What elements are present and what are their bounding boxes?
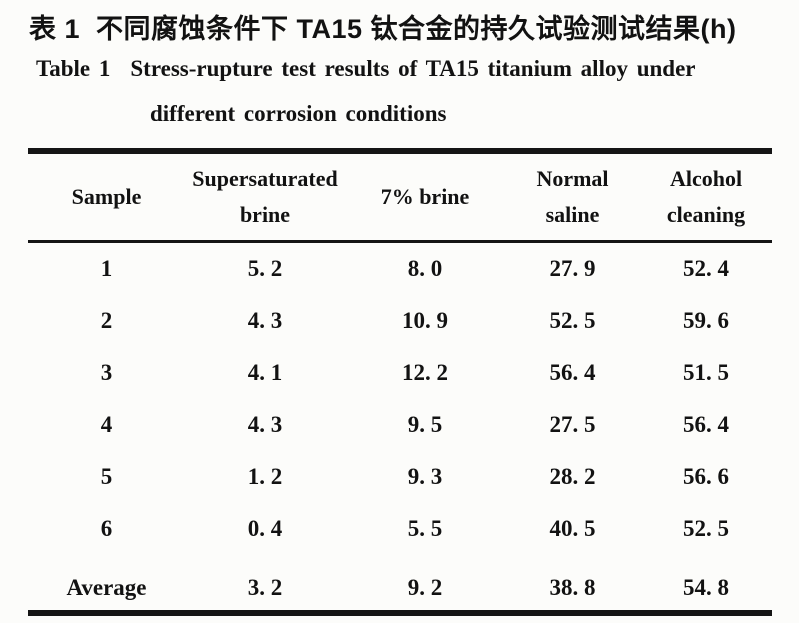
column-header-normal-saline: Normal saline bbox=[536, 166, 609, 227]
cell-7pct-brine: 12. 2 bbox=[402, 360, 448, 385]
cell-alcohol-cleaning: 56. 4 bbox=[683, 412, 729, 437]
table-title-english-line1: Table 1 Stress-rupture test results of TA… bbox=[36, 56, 696, 82]
table-title-text-zh: 不同腐蚀条件下 TA15 钛合金的持久试验测试结果(h) bbox=[96, 14, 737, 44]
cell-normal-saline: 40. 5 bbox=[549, 516, 596, 541]
cell-supersaturated-brine: 3. 2 bbox=[247, 574, 283, 600]
table-title-text-en: Stress-rupture test results of TA15 tita… bbox=[130, 56, 696, 81]
table-header-rule bbox=[28, 240, 772, 243]
table-row: 5 1. 2 9. 3 28. 2 56. 6 bbox=[28, 451, 772, 503]
cell-sample: 1 bbox=[100, 256, 113, 281]
cell-7pct-brine: 8. 0 bbox=[407, 256, 443, 281]
cell-7pct-brine: 9. 2 bbox=[407, 574, 443, 600]
cell-alcohol-cleaning: 59. 6 bbox=[683, 308, 729, 333]
cell-sample: Average bbox=[66, 574, 147, 600]
table-title-english-line2: different corrosion conditions bbox=[150, 101, 447, 126]
cell-normal-saline: 27. 9 bbox=[549, 256, 596, 281]
cell-sample: 3 bbox=[100, 360, 113, 385]
column-header-7pct-brine: 7% brine bbox=[380, 184, 470, 209]
cell-normal-saline: 28. 2 bbox=[549, 464, 596, 489]
data-table: Sample Supersaturated brine 7% brine Nor… bbox=[28, 148, 772, 616]
table-row: 2 4. 3 10. 9 52. 5 59. 6 bbox=[28, 295, 772, 347]
table-row: 4 4. 3 9. 5 27. 5 56. 4 bbox=[28, 399, 772, 451]
table-top-rule bbox=[28, 148, 772, 154]
cell-supersaturated-brine: 4. 3 bbox=[247, 308, 283, 333]
cell-normal-saline: 56. 4 bbox=[549, 360, 596, 385]
table-row-average: Average 3. 2 9. 2 38. 8 54. 8 bbox=[28, 555, 772, 610]
cell-supersaturated-brine: 4. 1 bbox=[247, 360, 283, 385]
cell-sample: 2 bbox=[100, 308, 113, 333]
cell-7pct-brine: 9. 3 bbox=[407, 464, 443, 489]
cell-alcohol-cleaning: 52. 4 bbox=[683, 256, 729, 281]
cell-supersaturated-brine: 0. 4 bbox=[247, 516, 283, 541]
column-header-alcohol-cleaning: Alcohol cleaning bbox=[666, 166, 746, 227]
cell-alcohol-cleaning: 52. 5 bbox=[683, 516, 729, 541]
table-bottom-rule bbox=[28, 610, 772, 616]
column-header-supersaturated-brine: Supersaturated brine bbox=[192, 166, 338, 227]
cell-sample: 5 bbox=[100, 464, 113, 489]
cell-7pct-brine: 10. 9 bbox=[402, 308, 448, 333]
table-number-label-en: Table 1 bbox=[36, 56, 111, 81]
cell-normal-saline: 38. 8 bbox=[549, 574, 596, 600]
cell-alcohol-cleaning: 51. 5 bbox=[683, 360, 729, 385]
cell-alcohol-cleaning: 54. 8 bbox=[683, 574, 729, 600]
table-number-label-zh: 表 1 bbox=[29, 14, 81, 44]
cell-sample: 6 bbox=[100, 516, 113, 541]
table-row: 6 0. 4 5. 5 40. 5 52. 5 bbox=[28, 503, 772, 555]
column-header-sample: Sample bbox=[71, 184, 142, 209]
cell-normal-saline: 52. 5 bbox=[549, 308, 596, 333]
table-title-chinese: 表 1 不同腐蚀条件下 TA15 钛合金的持久试验测试结果(h) bbox=[29, 7, 737, 46]
cell-supersaturated-brine: 1. 2 bbox=[247, 464, 283, 489]
table-row: 1 5. 2 8. 0 27. 9 52. 4 bbox=[28, 243, 772, 295]
cell-7pct-brine: 9. 5 bbox=[407, 412, 443, 437]
cell-alcohol-cleaning: 56. 6 bbox=[683, 464, 729, 489]
cell-7pct-brine: 5. 5 bbox=[407, 516, 443, 541]
cell-normal-saline: 27. 5 bbox=[549, 412, 596, 437]
cell-supersaturated-brine: 4. 3 bbox=[247, 412, 283, 437]
table-row: 3 4. 1 12. 2 56. 4 51. 5 bbox=[28, 347, 772, 399]
cell-supersaturated-brine: 5. 2 bbox=[247, 256, 283, 281]
cell-sample: 4 bbox=[100, 412, 113, 437]
table-header-row: Sample Supersaturated brine 7% brine Nor… bbox=[28, 154, 772, 240]
